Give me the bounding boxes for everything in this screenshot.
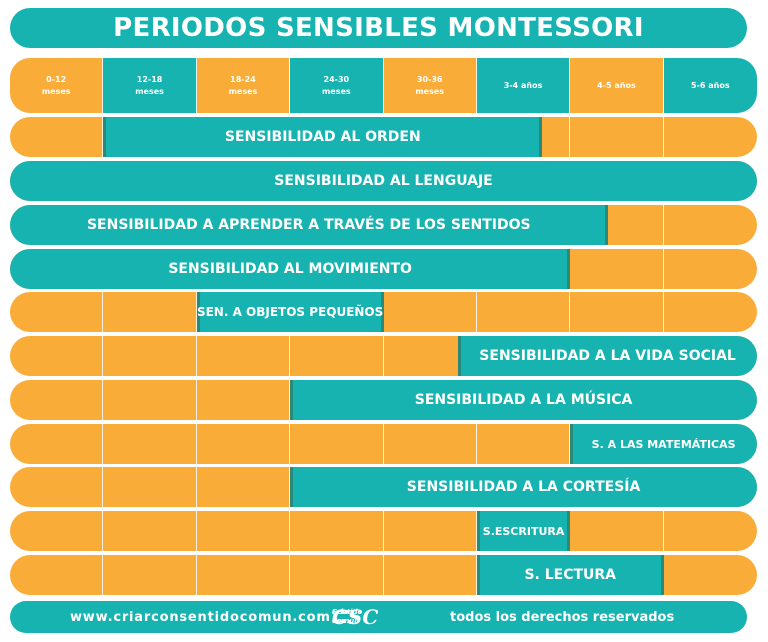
age-header-cell: 4-5 años	[570, 58, 664, 113]
period-row: SEN. A OBJETOS PEQUEÑOS	[10, 292, 757, 332]
sensitive-period-bar: SENSIBILIDAD A LA CORTESÍA	[290, 467, 757, 507]
grid-cell	[103, 555, 197, 595]
grid-cell	[103, 380, 197, 420]
sensitive-period-bar: SENSIBILIDAD A LA MÚSICA	[290, 380, 757, 420]
age-range-label: 3-4 años	[503, 80, 543, 90]
grid-cell	[290, 336, 384, 376]
grid-cell	[476, 424, 571, 464]
grid-cell	[383, 292, 477, 332]
grid-cell	[570, 292, 664, 332]
grid-cell	[663, 511, 757, 551]
age-unit-label: meses	[321, 86, 351, 96]
age-header-cell: 0-12 meses	[10, 58, 104, 113]
period-row: SENSIBILIDAD A LA CORTESÍA	[10, 467, 757, 507]
period-row: S. A LAS MATEMÁTICAS	[10, 424, 757, 464]
age-header-cell: 12-18 meses	[103, 58, 197, 113]
sensitive-period-bar: SENSIBILIDAD A LA VIDA SOCIAL	[458, 336, 757, 376]
grid-cell	[663, 555, 757, 595]
website-link[interactable]: www.criarconsentidocomun.com	[70, 609, 331, 625]
grid-cell	[103, 467, 197, 507]
grid-cell	[103, 292, 197, 332]
grid-cell	[663, 117, 757, 157]
grid-cell	[476, 292, 571, 332]
age-range-label: 12-18	[136, 74, 163, 84]
footer-bar: www.criarconsentidocomun.com CSC Criar c…	[10, 601, 747, 633]
sensitive-period-bar: SENSIBILIDAD AL LENGUAJE	[10, 161, 757, 201]
grid-cell	[196, 336, 291, 376]
age-header-cell: 3-4 años	[476, 58, 571, 113]
grid-cell	[663, 205, 757, 245]
sensitive-period-bar: SENSIBILIDAD AL MOVIMIENTO	[10, 249, 571, 289]
age-range-label: 18-24	[230, 74, 256, 84]
age-unit-label: meses	[41, 86, 71, 96]
grid-cell	[570, 511, 664, 551]
grid-cell	[383, 555, 477, 595]
grid-cell	[196, 511, 291, 551]
age-range-label: 4-5 años	[597, 80, 636, 90]
grid-cell	[383, 424, 477, 464]
grid-cell	[10, 336, 104, 376]
grid-cell	[10, 467, 104, 507]
period-row: SENSIBILIDAD A LA VIDA SOCIAL	[10, 336, 757, 376]
age-range-label: 30-36	[416, 74, 443, 84]
grid-cell	[103, 511, 197, 551]
grid-cell	[663, 292, 757, 332]
grid-cell	[290, 511, 384, 551]
period-row: SENSIBILIDAD AL LENGUAJE	[10, 161, 757, 201]
grid-cell	[290, 424, 384, 464]
age-header-cell: 5-6 años	[663, 58, 757, 113]
period-row: S.ESCRITURA	[10, 511, 757, 551]
grid-cell	[10, 424, 104, 464]
period-row: SENSIBILIDAD A APRENDER A TRAVÉS DE LOS …	[10, 205, 757, 245]
sensitive-period-bar: S. LECTURA	[476, 555, 664, 595]
grid-cell	[196, 467, 291, 507]
grid-cell	[10, 292, 104, 332]
sensitive-period-bar: SENSIBILIDAD A APRENDER A TRAVÉS DE LOS …	[10, 205, 608, 245]
logo-line1: Criar con	[332, 608, 352, 625]
period-row: SENSIBILIDAD AL ORDEN	[10, 117, 757, 157]
sensitive-period-bar: SENSIBILIDAD AL ORDEN	[103, 117, 543, 157]
logo-mark: CSC	[332, 605, 379, 629]
age-header-row: 0-12 meses 12-18 meses 18-24 meses 24-30 meses 3…	[10, 58, 757, 113]
page-title: PERIODOS SENSIBLES MONTESSORI	[10, 8, 747, 48]
grid-cell	[290, 555, 384, 595]
logo-line2: Sentido Común	[332, 608, 363, 625]
grid-cell	[196, 380, 291, 420]
grid-cell	[10, 511, 104, 551]
period-row: SENSIBILIDAD AL MOVIMIENTO	[10, 249, 757, 289]
age-header-cell: 30-36 meses	[383, 58, 477, 113]
grid-cell	[663, 249, 757, 289]
age-range-label: 24-30	[323, 74, 350, 84]
grid-cell	[196, 555, 291, 595]
period-row: SENSIBILIDAD A LA MÚSICA	[10, 380, 757, 420]
age-unit-label: meses	[228, 86, 258, 96]
grid-cell	[10, 555, 104, 595]
grid-cell	[570, 249, 664, 289]
age-unit-label: meses	[415, 86, 445, 96]
period-row: S. LECTURA	[10, 555, 757, 595]
grid-cell	[103, 336, 197, 376]
grid-cell	[10, 380, 104, 420]
rights-text: todos los derechos reservados	[450, 609, 675, 625]
grid-cell	[570, 117, 664, 157]
grid-cell	[383, 511, 477, 551]
age-header-cell: 24-30 meses	[290, 58, 384, 113]
age-unit-label: meses	[135, 86, 164, 96]
sensitive-period-bar: SEN. A OBJETOS PEQUEÑOS	[196, 292, 384, 332]
age-range-label: 5-6 años	[691, 80, 730, 90]
sensitive-period-bar: S. A LAS MATEMÁTICAS	[570, 424, 757, 464]
grid-cell	[196, 424, 291, 464]
age-range-label: 0-12	[46, 74, 67, 84]
grid-cell	[10, 117, 104, 157]
sensitive-period-bar: S.ESCRITURA	[476, 511, 571, 551]
grid-cell	[103, 424, 197, 464]
age-header-cell: 18-24 meses	[196, 58, 291, 113]
